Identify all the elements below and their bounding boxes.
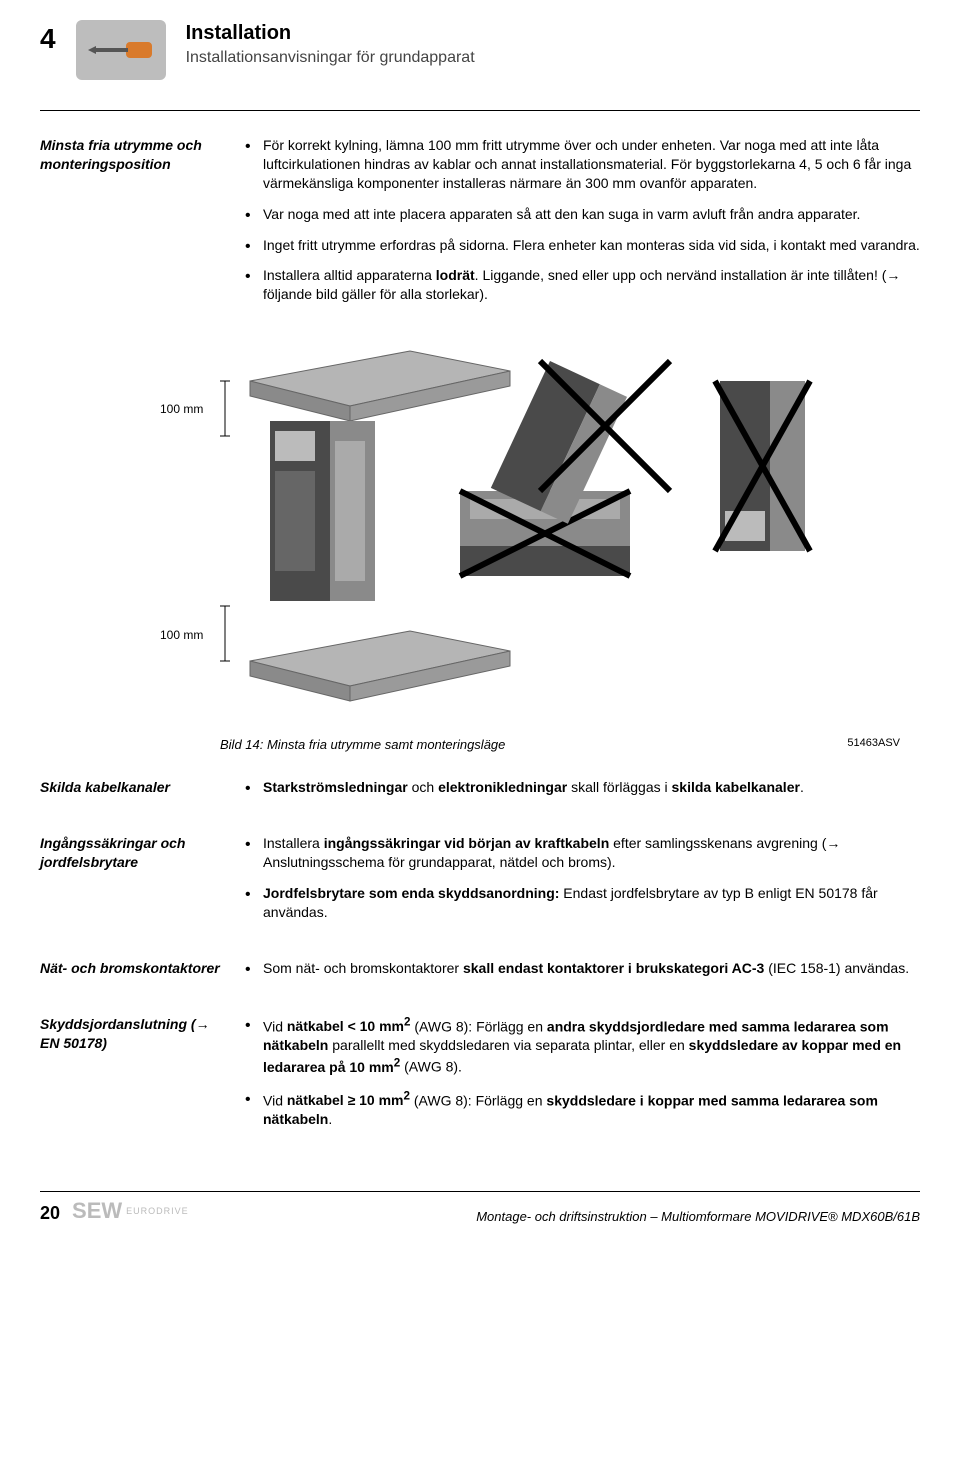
figure-caption-row: Bild 14: Minsta fria utrymme samt monter… bbox=[40, 736, 920, 754]
block-label: Skyddsjordanslutning (→ EN 50178) bbox=[40, 1015, 220, 1141]
block-fuses: Ingångssäkringar och jordfelsbrytare Ins… bbox=[40, 834, 920, 934]
list-item: Som nät- och bromskontaktorer skall enda… bbox=[245, 959, 920, 978]
block-pe: Skyddsjordanslutning (→ EN 50178) Vid nä… bbox=[40, 1015, 920, 1141]
figure-caption: Bild 14: Minsta fria utrymme samt monter… bbox=[220, 736, 505, 754]
list-item: Installera ingångssäkringar vid början a… bbox=[245, 834, 920, 872]
block-label: Nät- och bromskontaktorer bbox=[40, 959, 220, 990]
divider bbox=[40, 110, 920, 111]
footer: 20 SEW EURODRIVE Montage- och driftsinst… bbox=[40, 1191, 920, 1226]
list-item: Installera alltid apparaterna lodrät. Li… bbox=[245, 266, 920, 304]
page-number: 20 bbox=[40, 1201, 60, 1225]
block-text: Installera ingångssäkringar vid början a… bbox=[245, 834, 920, 934]
figure-clearance: 100 mm 100 mm bbox=[40, 341, 920, 726]
doc-title: Montage- och driftsinstruktion – Multiom… bbox=[476, 1208, 920, 1226]
block-text: Starkströmsledningar och elektronikledni… bbox=[245, 778, 920, 809]
section-number: 4 bbox=[40, 20, 56, 58]
brand-logo: SEW EURODRIVE bbox=[72, 1196, 189, 1226]
page-subtitle: Installationsanvisningar för grundappara… bbox=[186, 47, 475, 69]
list-item: Vid nätkabel < 10 mm2 (AWG 8): Förlägg e… bbox=[245, 1015, 920, 1077]
figure-code: 51463ASV bbox=[847, 736, 900, 754]
logo-text: SEW bbox=[72, 1196, 122, 1226]
header-row: 4 Installation Installationsanvisningar … bbox=[40, 20, 920, 80]
block-text: Som nät- och bromskontaktorer skall enda… bbox=[245, 959, 920, 990]
logo-subtext: EURODRIVE bbox=[126, 1205, 189, 1217]
header-titles: Installation Installationsanvisningar fö… bbox=[186, 20, 475, 69]
list-item: För korrekt kylning, lämna 100 mm fritt … bbox=[245, 136, 920, 193]
block-label: Minsta fria utrymme och monteringspositi… bbox=[40, 136, 220, 316]
block-text: För korrekt kylning, lämna 100 mm fritt … bbox=[245, 136, 920, 316]
dim-top: 100 mm bbox=[160, 402, 203, 416]
page-title: Installation bbox=[186, 20, 475, 47]
screwdriver-icon bbox=[76, 20, 166, 80]
list-item: Vid nätkabel ≥ 10 mm2 (AWG 8): Förlägg e… bbox=[245, 1089, 920, 1129]
block-label: Skilda kabelkanaler bbox=[40, 778, 220, 809]
list-item: Inget fritt utrymme erfordras på sidorna… bbox=[245, 236, 920, 255]
block-contactors: Nät- och bromskontaktorer Som nät- och b… bbox=[40, 959, 920, 990]
block-text: Vid nätkabel < 10 mm2 (AWG 8): Förlägg e… bbox=[245, 1015, 920, 1141]
list-item: Starkströmsledningar och elektronikledni… bbox=[245, 778, 920, 797]
block-cable-channels: Skilda kabelkanaler Starkströmsledningar… bbox=[40, 778, 920, 809]
block-label: Ingångssäkringar och jordfelsbrytare bbox=[40, 834, 220, 934]
block-clearance: Minsta fria utrymme och monteringspositi… bbox=[40, 136, 920, 316]
dim-bottom: 100 mm bbox=[160, 628, 203, 642]
list-item: Jordfelsbrytare som enda skyddsanordning… bbox=[245, 884, 920, 922]
list-item: Var noga med att inte placera apparaten … bbox=[245, 205, 920, 224]
